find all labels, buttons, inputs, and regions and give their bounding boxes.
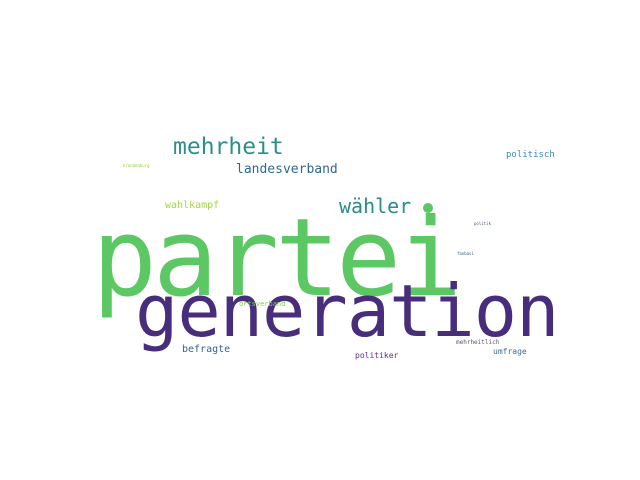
word-tiny-blue-1: politik	[474, 221, 491, 226]
word-ortsverband: ortsverband	[239, 300, 286, 308]
word-politiker: politiker	[355, 351, 399, 360]
word-umfrage: umfrage	[493, 347, 527, 356]
word-mehrheit: mehrheit	[173, 134, 284, 160]
word-mehrheitlich: mehrheitlich	[456, 339, 500, 346]
word-waehler: wähler	[339, 194, 412, 218]
word-tiny-blue-2: fanbasi	[457, 251, 474, 256]
word-wahlkampf: wahlkampf	[165, 200, 220, 211]
word-partei: partei	[92, 196, 462, 321]
word-tiny-green: brandenburg	[123, 163, 150, 168]
dot-mark	[423, 203, 433, 213]
word-politisch: politisch	[506, 150, 555, 160]
word-generation: generation	[135, 269, 559, 353]
word-landesverband: landesverband	[236, 162, 338, 177]
word-befragte: befragte	[182, 344, 231, 355]
